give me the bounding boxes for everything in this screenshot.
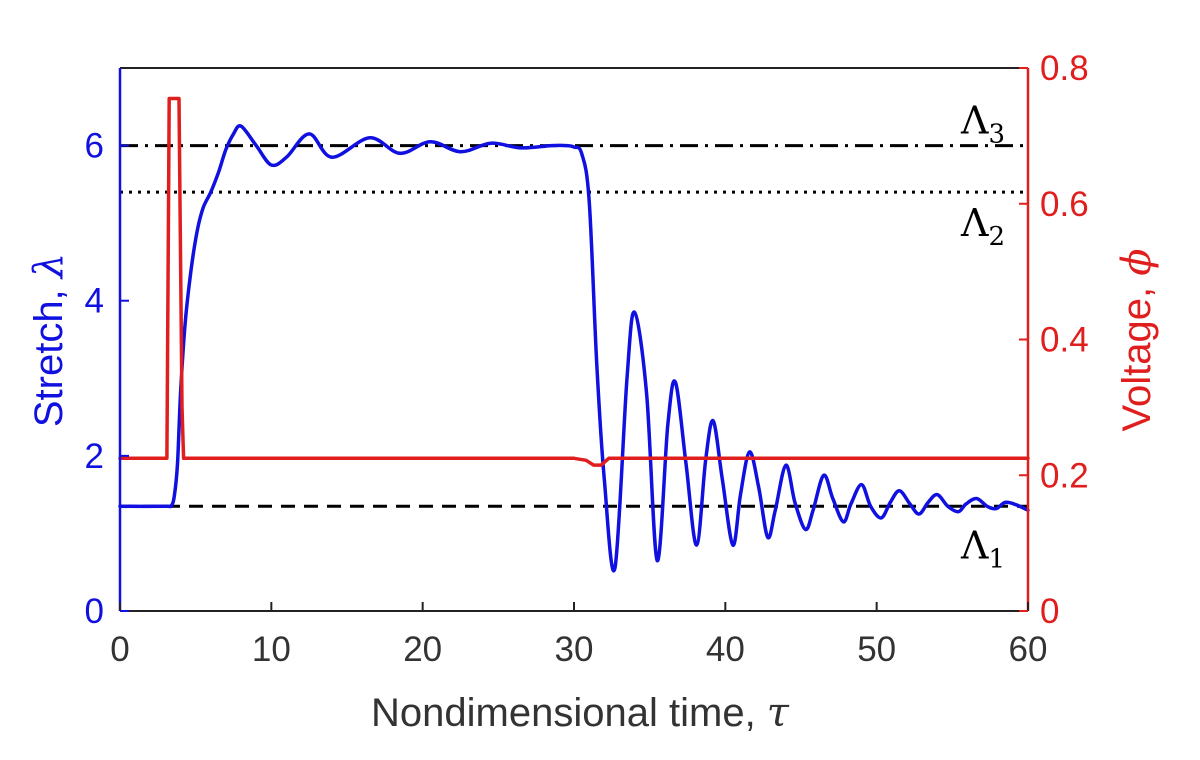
x-tick-label: 10 [252, 630, 291, 669]
reference-label-Λ3: Λ3 [960, 99, 1005, 150]
series-layer [118, 96, 1030, 573]
right-y-tick-label: 0 [1040, 592, 1059, 631]
x-tick-label: 40 [706, 630, 745, 669]
left-y-tick-label: 6 [85, 127, 104, 166]
left-y-tick-label: 2 [85, 437, 104, 476]
right-y-axis-ticks: 0 0.2 0.4 0.6 0.8 [1019, 49, 1089, 631]
left-y-axis-ticks: 0 2 4 6 [85, 127, 129, 631]
right-y-tick-label: 0.8 [1040, 49, 1089, 88]
left-y-tick-label: 0 [85, 592, 104, 631]
right-y-tick-label: 0.6 [1040, 185, 1089, 224]
right-y-tick-label: 0.2 [1040, 456, 1089, 495]
x-tick-label: 0 [110, 630, 129, 669]
reference-label-Λ1: Λ1 [960, 523, 1005, 574]
right-y-tick-label: 0.4 [1040, 321, 1089, 360]
right-y-axis-title: Voltage, ϕ [1114, 249, 1160, 432]
voltage-series-line [118, 96, 1030, 467]
x-tick-label: 20 [403, 630, 442, 669]
x-tick-label: 60 [1009, 630, 1048, 669]
x-tick-label: 50 [857, 630, 896, 669]
x-tick-label: 30 [555, 630, 594, 669]
left-y-tick-label: 4 [85, 282, 104, 321]
reference-lines [120, 144, 1028, 508]
stretch-series-line [118, 124, 1030, 573]
left-y-axis-title: Stretch, λ [26, 253, 72, 427]
reference-label-Λ2: Λ2 [960, 201, 1005, 252]
x-axis-ticks: 0 10 20 30 40 50 60 [110, 602, 1047, 669]
x-axis-title: Nondimensional time, τ [371, 690, 790, 736]
reference-line-labels: Λ3 Λ2 Λ1 [960, 99, 1005, 575]
